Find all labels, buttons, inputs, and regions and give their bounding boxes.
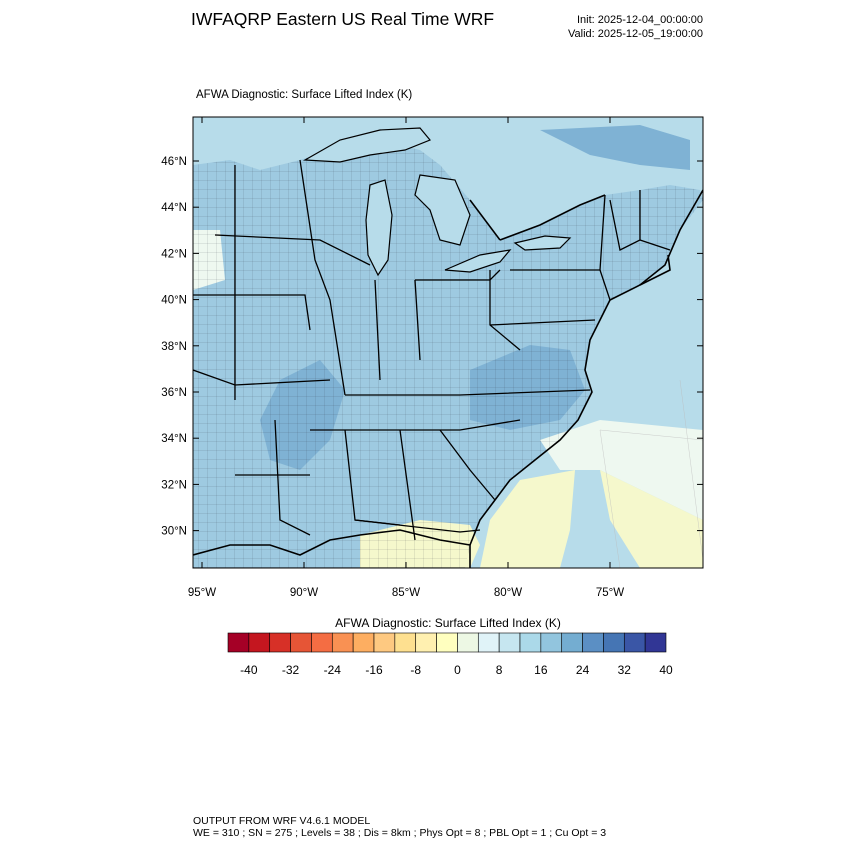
colorbar-swatch — [582, 632, 604, 653]
lat-label: 32°N — [161, 479, 187, 491]
colorbar-label: 8 — [496, 663, 503, 677]
colorbar-swatch — [415, 632, 437, 653]
lon-label: 90°W — [290, 587, 318, 599]
colorbar-swatch — [331, 632, 354, 653]
colorbar-label: 16 — [534, 663, 548, 677]
init-time: Init: 2025-12-04_00:00:00 — [577, 14, 703, 26]
valid-time: Valid: 2025-12-05_19:00:00 — [568, 28, 703, 40]
colorbar-swatch — [248, 632, 271, 653]
map-frame — [192, 116, 704, 569]
colorbar-swatch — [269, 632, 291, 653]
colorbar-swatch — [311, 632, 333, 653]
longitude-axis: 95°W 90°W 85°W 80°W 75°W — [188, 117, 624, 599]
lat-label: 34°N — [161, 433, 187, 445]
colorbar-label: 32 — [618, 663, 632, 677]
lon-label: 95°W — [188, 587, 216, 599]
colorbar-label: 24 — [576, 663, 590, 677]
colorbar-label: 40 — [659, 663, 673, 677]
colorbar-swatch — [540, 632, 563, 653]
colorbar — [227, 632, 667, 653]
colorbar-swatch — [498, 632, 521, 653]
coastlines — [193, 189, 703, 568]
colorbar-title: AFWA Diagnostic: Surface Lifted Index (K… — [335, 616, 561, 630]
colorbar-swatch — [436, 632, 458, 653]
lon-label: 75°W — [596, 587, 624, 599]
northeast-deep-field — [540, 125, 690, 170]
colorbar-label: 0 — [454, 663, 461, 677]
latitude-axis: 46°N 44°N 42°N 40°N 38°N 36°N 34°N 32°N 30°N — [161, 156, 703, 538]
colorbar-swatch — [352, 632, 375, 653]
lat-label: 46°N — [161, 156, 187, 168]
colorbar-swatch — [477, 632, 500, 653]
lat-label: 38°N — [161, 341, 187, 353]
plot-title: AFWA Diagnostic: Surface Lifted Index (K… — [196, 89, 413, 101]
colorbar-labels: -40 -32 -24 -16 -8 0 8 16 24 32 40 — [240, 663, 673, 677]
lon-label: 85°W — [392, 587, 420, 599]
colorbar-swatch — [519, 632, 542, 653]
state-boundaries — [193, 159, 671, 541]
lake-huron — [414, 174, 471, 246]
colorbar-swatch — [561, 632, 583, 653]
colorbar-swatch — [603, 632, 625, 653]
colorbar-swatch — [394, 632, 417, 653]
colorbar-swatch — [373, 632, 396, 653]
lat-label: 30°N — [161, 526, 187, 538]
colorbar-label: -16 — [365, 663, 383, 677]
lon-label: 80°W — [494, 587, 522, 599]
colorbar-label: -40 — [240, 663, 258, 677]
colorbar-label: -24 — [324, 663, 342, 677]
lat-label: 42°N — [161, 248, 187, 260]
colorbar-swatch — [227, 632, 250, 653]
far-atlantic-yellow-field — [600, 470, 703, 568]
footer: OUTPUT FROM WRF V4.6.1 MODEL WE = 310 ; … — [193, 815, 606, 839]
lat-label: 36°N — [161, 387, 187, 399]
lake-michigan — [365, 179, 393, 277]
colorbar-swatch — [290, 632, 312, 653]
time-info: Init: 2025-12-04_00:00:00 Valid: 2025-12… — [568, 13, 703, 41]
colorbar-label: -8 — [410, 663, 421, 677]
lake-ontario — [513, 235, 572, 251]
county-grid — [193, 140, 703, 568]
colorbar-swatch — [623, 632, 646, 653]
lake-erie — [444, 249, 512, 273]
lake-superior — [302, 127, 431, 163]
lat-label: 40°N — [161, 295, 187, 307]
graticule — [599, 379, 703, 568]
coastal-pale-field — [540, 420, 703, 520]
footer-config: WE = 310 ; SN = 275 ; Levels = 38 ; Dis … — [193, 827, 607, 839]
main-title: IWFAQRP Eastern US Real Time WRF — [191, 9, 495, 29]
colorbar-label: -32 — [282, 663, 300, 677]
atlantic-yellow-field — [480, 470, 575, 568]
footer-model: OUTPUT FROM WRF V4.6.1 MODEL — [193, 815, 371, 827]
lat-label: 44°N — [161, 202, 187, 214]
colorbar-swatch — [457, 632, 479, 653]
map-area — [193, 117, 703, 568]
colorbar-swatch — [644, 632, 667, 653]
